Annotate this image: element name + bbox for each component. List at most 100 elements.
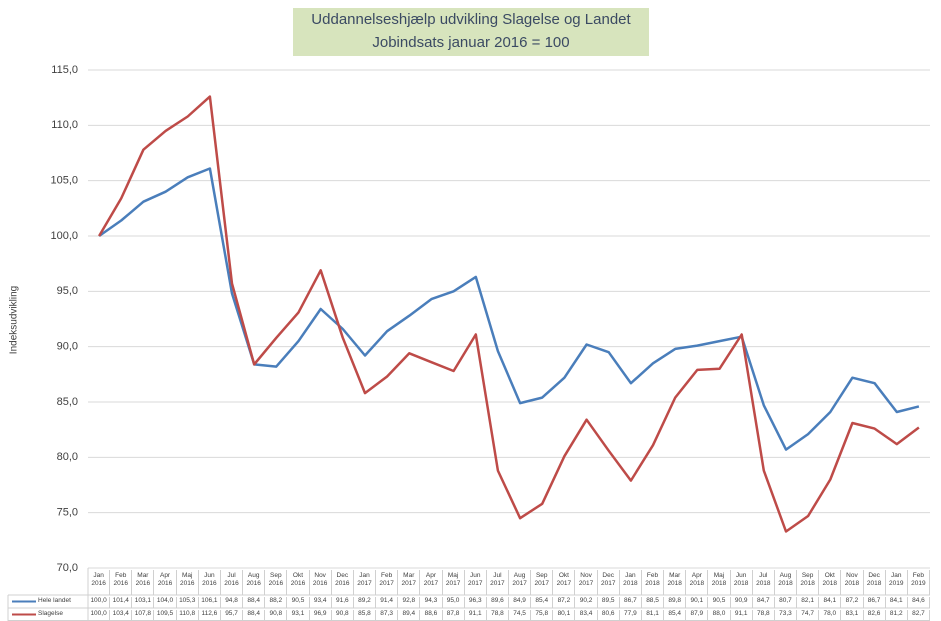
x-tick-label: Okt 2018	[819, 570, 842, 595]
x-tick-label: Sep 2018	[797, 570, 820, 595]
x-tick-label: Dec 2016	[332, 570, 354, 595]
x-tick-label: Nov 2018	[841, 570, 864, 595]
x-tick-label: Feb 2016	[110, 570, 133, 595]
table-value: 75,8	[531, 610, 554, 621]
table-value: 88,2	[265, 597, 288, 608]
x-tick-label: Maj 2016	[177, 570, 199, 595]
y-tick-label: 95,0	[57, 285, 78, 297]
table-value: 93,1	[287, 610, 310, 621]
x-tick-label: Jun 2018	[731, 570, 753, 595]
table-value: 80,1	[553, 610, 576, 621]
table-value: 87,8	[443, 610, 465, 621]
table-value: 107,8	[132, 610, 155, 621]
legend-label: Slagelse	[38, 610, 63, 617]
y-tick-label: 100,0	[50, 230, 78, 242]
table-value: 88,0	[708, 610, 731, 621]
table-value: 87,9	[686, 610, 709, 621]
table-value: 91,1	[465, 610, 487, 621]
table-value: 87,2	[553, 597, 576, 608]
table-value: 78,0	[819, 610, 842, 621]
x-tick-label: Jun 2017	[465, 570, 487, 595]
table-value: 89,8	[664, 597, 687, 608]
table-value: 82,6	[864, 610, 886, 621]
table-value: 103,4	[110, 610, 133, 621]
y-axis-label: Indeksudvikling	[9, 286, 20, 354]
table-value: 84,9	[509, 597, 532, 608]
y-tick-label: 110,0	[51, 119, 78, 131]
table-value: 91,4	[376, 597, 399, 608]
y-tick-label: 90,0	[57, 341, 78, 353]
table-value: 104,0	[154, 597, 177, 608]
table-value: 88,6	[420, 610, 443, 621]
y-tick-label: 70,0	[57, 562, 78, 574]
x-tick-label: Nov 2017	[575, 570, 598, 595]
table-value: 84,1	[819, 597, 842, 608]
table-value: 110,8	[177, 610, 199, 621]
x-tick-label: Aug 2016	[243, 570, 266, 595]
x-tick-label: Maj 2018	[708, 570, 731, 595]
x-tick-label: Apr 2017	[420, 570, 443, 595]
table-value: 85,4	[531, 597, 554, 608]
chart-title: Uddannelseshjælp udvikling Slagelse og L…	[311, 11, 631, 28]
table-value: 93,4	[310, 597, 332, 608]
table-value: 106,1	[199, 597, 221, 608]
x-tick-label: Nov 2016	[310, 570, 332, 595]
table-value: 112,6	[199, 610, 221, 621]
table-value: 82,7	[908, 610, 930, 621]
table-value: 90,5	[708, 597, 731, 608]
table-value: 105,3	[177, 597, 199, 608]
table-value: 80,6	[598, 610, 620, 621]
table-value: 88,4	[243, 597, 266, 608]
table-value: 86,7	[864, 597, 886, 608]
table-value: 92,8	[398, 597, 421, 608]
table-value: 90,8	[332, 610, 354, 621]
y-tick-label: 115,0	[51, 64, 78, 76]
table-value: 84,7	[753, 597, 775, 608]
table-value: 90,2	[575, 597, 598, 608]
table-value: 82,1	[797, 597, 820, 608]
x-tick-label: Sep 2016	[265, 570, 288, 595]
x-tick-label: Jan 2016	[88, 570, 111, 595]
table-value: 78,8	[753, 610, 775, 621]
x-tick-label: Mar 2017	[398, 570, 421, 595]
x-tick-label: Feb 2018	[642, 570, 665, 595]
legend-label: Hele landet	[38, 597, 71, 604]
table-value: 90,1	[686, 597, 709, 608]
series-line	[98, 95, 920, 533]
x-tick-label: Dec 2018	[864, 570, 886, 595]
x-tick-label: Jan 2018	[620, 570, 642, 595]
table-value: 89,6	[487, 597, 509, 608]
table-value: 89,5	[598, 597, 620, 608]
table-value: 91,6	[332, 597, 354, 608]
table-value: 100,0	[88, 610, 111, 621]
table-value: 87,2	[841, 597, 864, 608]
x-tick-label: Dec 2017	[598, 570, 620, 595]
table-value: 96,3	[465, 597, 487, 608]
table-value: 73,3	[775, 610, 798, 621]
table-value: 103,1	[132, 597, 155, 608]
x-tick-label: Jul 2017	[487, 570, 509, 595]
x-tick-label: Aug 2018	[775, 570, 798, 595]
table-value: 94,8	[221, 597, 244, 608]
x-tick-label: Apr 2016	[154, 570, 177, 595]
table-value: 90,5	[287, 597, 310, 608]
x-tick-label: Mar 2016	[132, 570, 155, 595]
table-value: 101,4	[110, 597, 133, 608]
table-value: 86,7	[620, 597, 642, 608]
table-value: 95,7	[221, 610, 244, 621]
x-tick-label: Feb 2019	[908, 570, 930, 595]
x-tick-label: Feb 2017	[376, 570, 399, 595]
title-box	[293, 8, 649, 56]
y-tick-label: 105,0	[50, 175, 78, 187]
table-value: 109,5	[154, 610, 177, 621]
table-value: 83,4	[575, 610, 598, 621]
table-value: 89,4	[398, 610, 421, 621]
x-tick-label: Okt 2017	[553, 570, 576, 595]
x-tick-label: Sep 2017	[531, 570, 554, 595]
table-value: 100,0	[88, 597, 111, 608]
table-value: 89,2	[354, 597, 377, 608]
x-tick-label: Maj 2017	[443, 570, 465, 595]
table-value: 90,9	[731, 597, 753, 608]
